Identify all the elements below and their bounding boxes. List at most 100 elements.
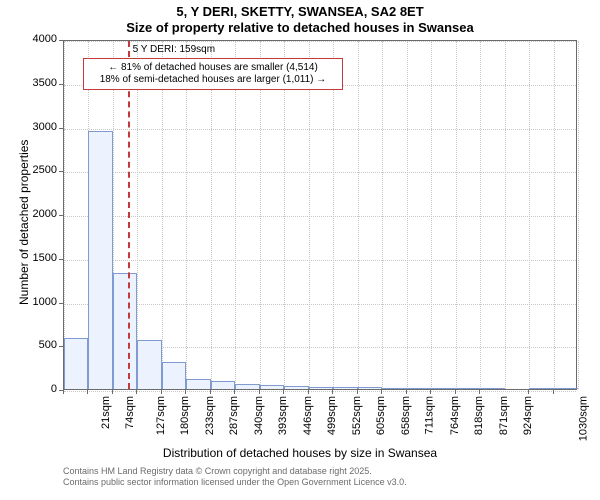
x-tick-label: 446sqm: [302, 396, 314, 435]
gridline-vertical: [480, 41, 481, 389]
x-tick-mark: [283, 390, 284, 394]
x-tick-mark: [210, 390, 211, 394]
y-tick-label: 1000: [23, 296, 57, 308]
gridline-vertical: [137, 41, 138, 389]
footer-line2: Contains public sector information licen…: [63, 477, 407, 488]
histogram-bar: [358, 387, 382, 389]
x-tick-label: 287sqm: [229, 396, 241, 435]
x-tick-mark: [406, 390, 407, 394]
chart-title-address: 5, Y DERI, SKETTY, SWANSEA, SA2 8ET: [0, 4, 600, 19]
x-tick-mark: [308, 390, 309, 394]
histogram-bar: [382, 388, 406, 389]
gridline-vertical: [578, 41, 579, 389]
gridline-vertical: [505, 41, 506, 389]
x-tick-mark: [381, 390, 382, 394]
histogram-bar: [456, 388, 480, 389]
y-tick-mark: [59, 171, 63, 172]
gridline-vertical: [260, 41, 261, 389]
x-tick-mark: [185, 390, 186, 394]
histogram-bar: [64, 338, 88, 389]
x-tick-label: 127sqm: [155, 396, 167, 435]
x-tick-mark: [136, 390, 137, 394]
gridline-vertical: [358, 41, 359, 389]
y-tick-label: 3500: [23, 77, 57, 89]
x-tick-mark: [259, 390, 260, 394]
x-tick-label: 924sqm: [522, 396, 534, 435]
x-tick-label: 393sqm: [277, 396, 289, 435]
gridline-vertical: [407, 41, 408, 389]
histogram-bar: [260, 385, 284, 389]
y-tick-mark: [59, 40, 63, 41]
histogram-bar: [529, 388, 553, 389]
footer-attribution: Contains HM Land Registry data © Crown c…: [63, 466, 407, 488]
x-tick-mark: [430, 390, 431, 394]
property-marker-line: [128, 41, 130, 389]
x-tick-label: 605sqm: [375, 396, 387, 435]
histogram-bar: [186, 379, 210, 390]
y-tick-label: 0: [23, 383, 57, 395]
chart-title-description: Size of property relative to detached ho…: [0, 20, 600, 35]
gridline-horizontal: [64, 216, 576, 217]
histogram-chart: 5, Y DERI, SKETTY, SWANSEA, SA2 8ET Size…: [0, 0, 600, 500]
gridline-vertical: [309, 41, 310, 389]
gridline-horizontal: [64, 172, 576, 173]
x-tick-mark: [528, 390, 529, 394]
gridline-vertical: [235, 41, 236, 389]
y-tick-label: 2500: [23, 164, 57, 176]
y-tick-label: 4000: [23, 33, 57, 45]
gridline-vertical: [431, 41, 432, 389]
x-tick-label: 21sqm: [100, 396, 112, 429]
histogram-bar: [554, 388, 578, 389]
x-tick-mark: [87, 390, 88, 394]
x-tick-label: 658sqm: [400, 396, 412, 435]
y-tick-mark: [59, 259, 63, 260]
x-tick-mark: [357, 390, 358, 394]
y-tick-mark: [59, 128, 63, 129]
gridline-vertical: [211, 41, 212, 389]
y-tick-label: 3000: [23, 121, 57, 133]
gridline-horizontal: [64, 41, 576, 42]
gridline-horizontal: [64, 260, 576, 261]
gridline-horizontal: [64, 304, 576, 305]
y-tick-mark: [59, 215, 63, 216]
x-tick-label: 233sqm: [204, 396, 216, 435]
histogram-bar: [137, 340, 161, 389]
x-tick-mark: [63, 390, 64, 394]
y-tick-label: 2000: [23, 208, 57, 220]
gridline-vertical: [529, 41, 530, 389]
gridline-vertical: [554, 41, 555, 389]
annotation-box: ← 81% of detached houses are smaller (4,…: [83, 58, 343, 90]
x-tick-label: 74sqm: [125, 396, 137, 429]
gridline-vertical: [382, 41, 383, 389]
histogram-bar: [88, 131, 112, 389]
x-tick-label: 180sqm: [180, 396, 192, 435]
y-tick-mark: [59, 303, 63, 304]
histogram-bar: [431, 388, 455, 389]
x-tick-mark: [455, 390, 456, 394]
y-tick-label: 1500: [23, 252, 57, 264]
x-tick-label: 871sqm: [498, 396, 510, 435]
gridline-vertical: [333, 41, 334, 389]
footer-line1: Contains HM Land Registry data © Crown c…: [63, 466, 407, 477]
x-tick-label: 764sqm: [449, 396, 461, 435]
y-tick-label: 500: [23, 339, 57, 351]
histogram-bar: [407, 388, 431, 389]
gridline-vertical: [186, 41, 187, 389]
histogram-bar: [211, 381, 235, 389]
gridline-vertical: [284, 41, 285, 389]
annotation-line2: 18% of semi-detached houses are larger (…: [90, 74, 336, 86]
histogram-bar: [284, 386, 308, 390]
plot-area: [63, 40, 577, 390]
x-tick-label: 340sqm: [253, 396, 265, 435]
x-tick-label: 711sqm: [424, 396, 436, 434]
x-tick-mark: [479, 390, 480, 394]
gridline-horizontal: [64, 391, 576, 392]
x-tick-label: 552sqm: [351, 396, 363, 435]
histogram-bar: [113, 273, 137, 389]
x-tick-label: 1030sqm: [577, 396, 589, 441]
histogram-bar: [162, 362, 186, 389]
y-tick-mark: [59, 346, 63, 347]
histogram-bar: [235, 384, 259, 389]
x-tick-mark: [332, 390, 333, 394]
property-marker-label: 5 Y DERI: 159sqm: [133, 44, 215, 55]
